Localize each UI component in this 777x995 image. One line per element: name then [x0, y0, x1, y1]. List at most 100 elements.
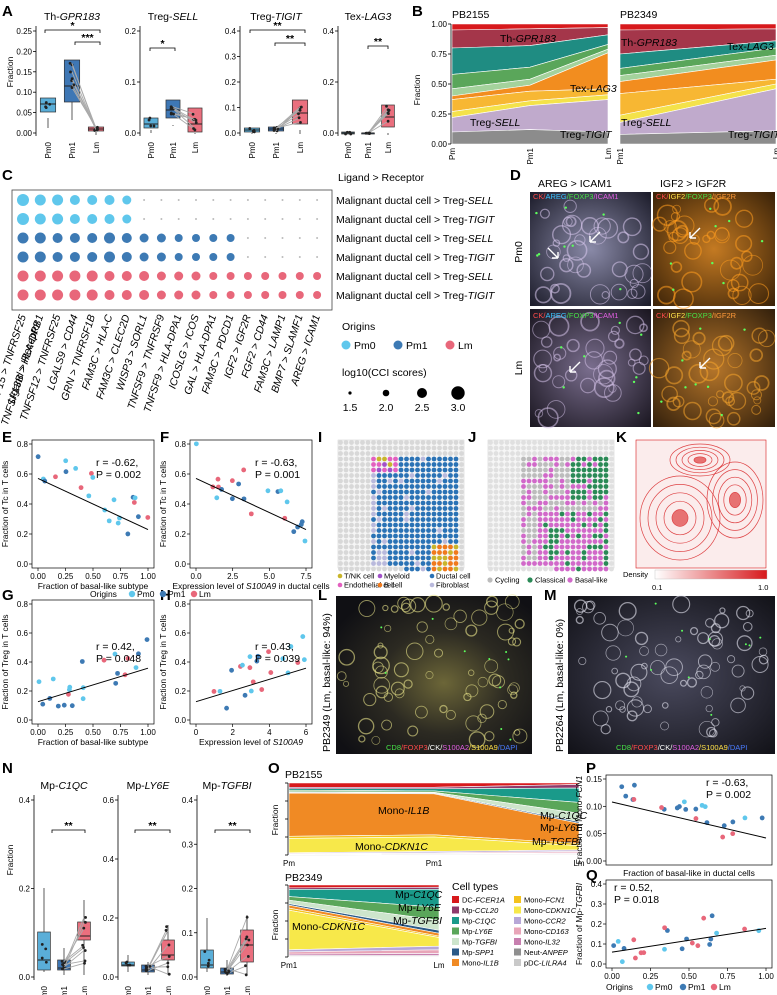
spot [576, 451, 581, 456]
panel-i-map [337, 439, 465, 572]
x-tick-label: Lm [384, 142, 393, 153]
spot [360, 544, 365, 550]
spot [592, 484, 598, 489]
tissue-cell [717, 334, 735, 352]
y-tick-label: 0.4 [103, 855, 115, 864]
spot [537, 467, 543, 473]
spot [387, 511, 393, 517]
spot [521, 451, 526, 456]
panel-label-k: K [616, 429, 627, 446]
point [145, 968, 149, 972]
spot [415, 484, 420, 489]
spot [609, 506, 614, 511]
spot [488, 522, 493, 528]
spot [559, 495, 565, 500]
spot [570, 528, 576, 533]
spot [493, 478, 499, 484]
spot [565, 473, 570, 478]
panel-b-y-tick-label: 0.50 [431, 80, 447, 89]
spot [499, 473, 504, 478]
foxp3-spot [722, 281, 725, 285]
x-tick-label: Pm1 [169, 141, 178, 158]
spot [398, 473, 404, 478]
spot [398, 451, 404, 456]
spot [554, 561, 559, 566]
tissue-cell [497, 623, 514, 641]
spot [559, 555, 565, 561]
size-legend-dot [417, 388, 427, 398]
spot [453, 550, 459, 555]
scatter-point [674, 805, 680, 811]
point [83, 961, 86, 965]
spot [565, 517, 570, 522]
spot [537, 533, 543, 539]
spot [448, 555, 453, 561]
spot [360, 440, 365, 445]
tissue-cell [425, 671, 434, 680]
legend-label: Mono-IL1B [462, 959, 499, 968]
tissue-cell [405, 642, 424, 661]
size-legend-dot [451, 386, 465, 400]
panel-c-frame [11, 189, 333, 311]
spot [415, 517, 420, 522]
spot [349, 544, 354, 550]
panel-a: A Fraction Th-GPR1830.000.050.100.150.20… [2, 3, 395, 158]
y-tick-label: 0.05 [16, 109, 32, 118]
cci-dot [295, 291, 304, 299]
spot [504, 555, 510, 561]
spot [376, 462, 382, 467]
tissue-cell [697, 654, 713, 669]
spot [382, 495, 387, 500]
scatter-plots: 0.00.20.40.60.80.00 0.25 0.50 0.75 1.00r = -… [0, 439, 330, 747]
spot [404, 500, 409, 506]
panel-o-bottom-xtick: Lm [433, 961, 444, 970]
spot [598, 539, 603, 544]
spot [387, 440, 393, 445]
spot [360, 451, 365, 456]
panel-c-row-labels: Malignant ductal cell > Treg-SELLMaligna… [336, 195, 496, 302]
spot [581, 484, 587, 489]
spot [453, 473, 459, 478]
spot [499, 517, 504, 522]
spot [537, 555, 543, 561]
spot [493, 467, 499, 473]
spot [515, 517, 521, 522]
paired-line [63, 960, 85, 965]
tissue-cell [439, 704, 448, 714]
legend-swatch [514, 948, 521, 956]
arrow-icon [689, 227, 701, 239]
spot [598, 561, 603, 566]
panel-b-left-label: Th-GPR183 [500, 33, 556, 45]
spot [510, 550, 515, 555]
spot [371, 489, 376, 495]
spot [526, 511, 532, 517]
spot [576, 495, 581, 500]
panel-o-top-xtick: Pm1 [426, 859, 443, 868]
box [200, 949, 214, 969]
cci-dot [229, 199, 232, 201]
panel-label-n: N [2, 760, 13, 777]
spot [592, 445, 598, 451]
spot [504, 528, 510, 533]
spot [382, 528, 387, 533]
spot [354, 451, 360, 456]
spot [554, 445, 559, 451]
pq-legend-dot-pm1 [679, 983, 687, 991]
tissue-cell [745, 609, 754, 618]
spot [554, 539, 559, 544]
spot [554, 489, 559, 495]
panel-d-texture [532, 197, 776, 429]
legend-swatch [452, 896, 459, 903]
spot [510, 478, 515, 484]
foxp3-spot [743, 328, 746, 331]
panel-a-subpanel-title: Tex-LAG3 [345, 11, 392, 23]
tissue-cell [619, 706, 626, 713]
spot [409, 467, 415, 473]
spot [515, 528, 521, 533]
spot [587, 550, 592, 555]
spot [376, 555, 382, 561]
spot [409, 561, 415, 566]
panel-label-a: A [2, 3, 13, 20]
foxp3-spot [669, 262, 673, 265]
